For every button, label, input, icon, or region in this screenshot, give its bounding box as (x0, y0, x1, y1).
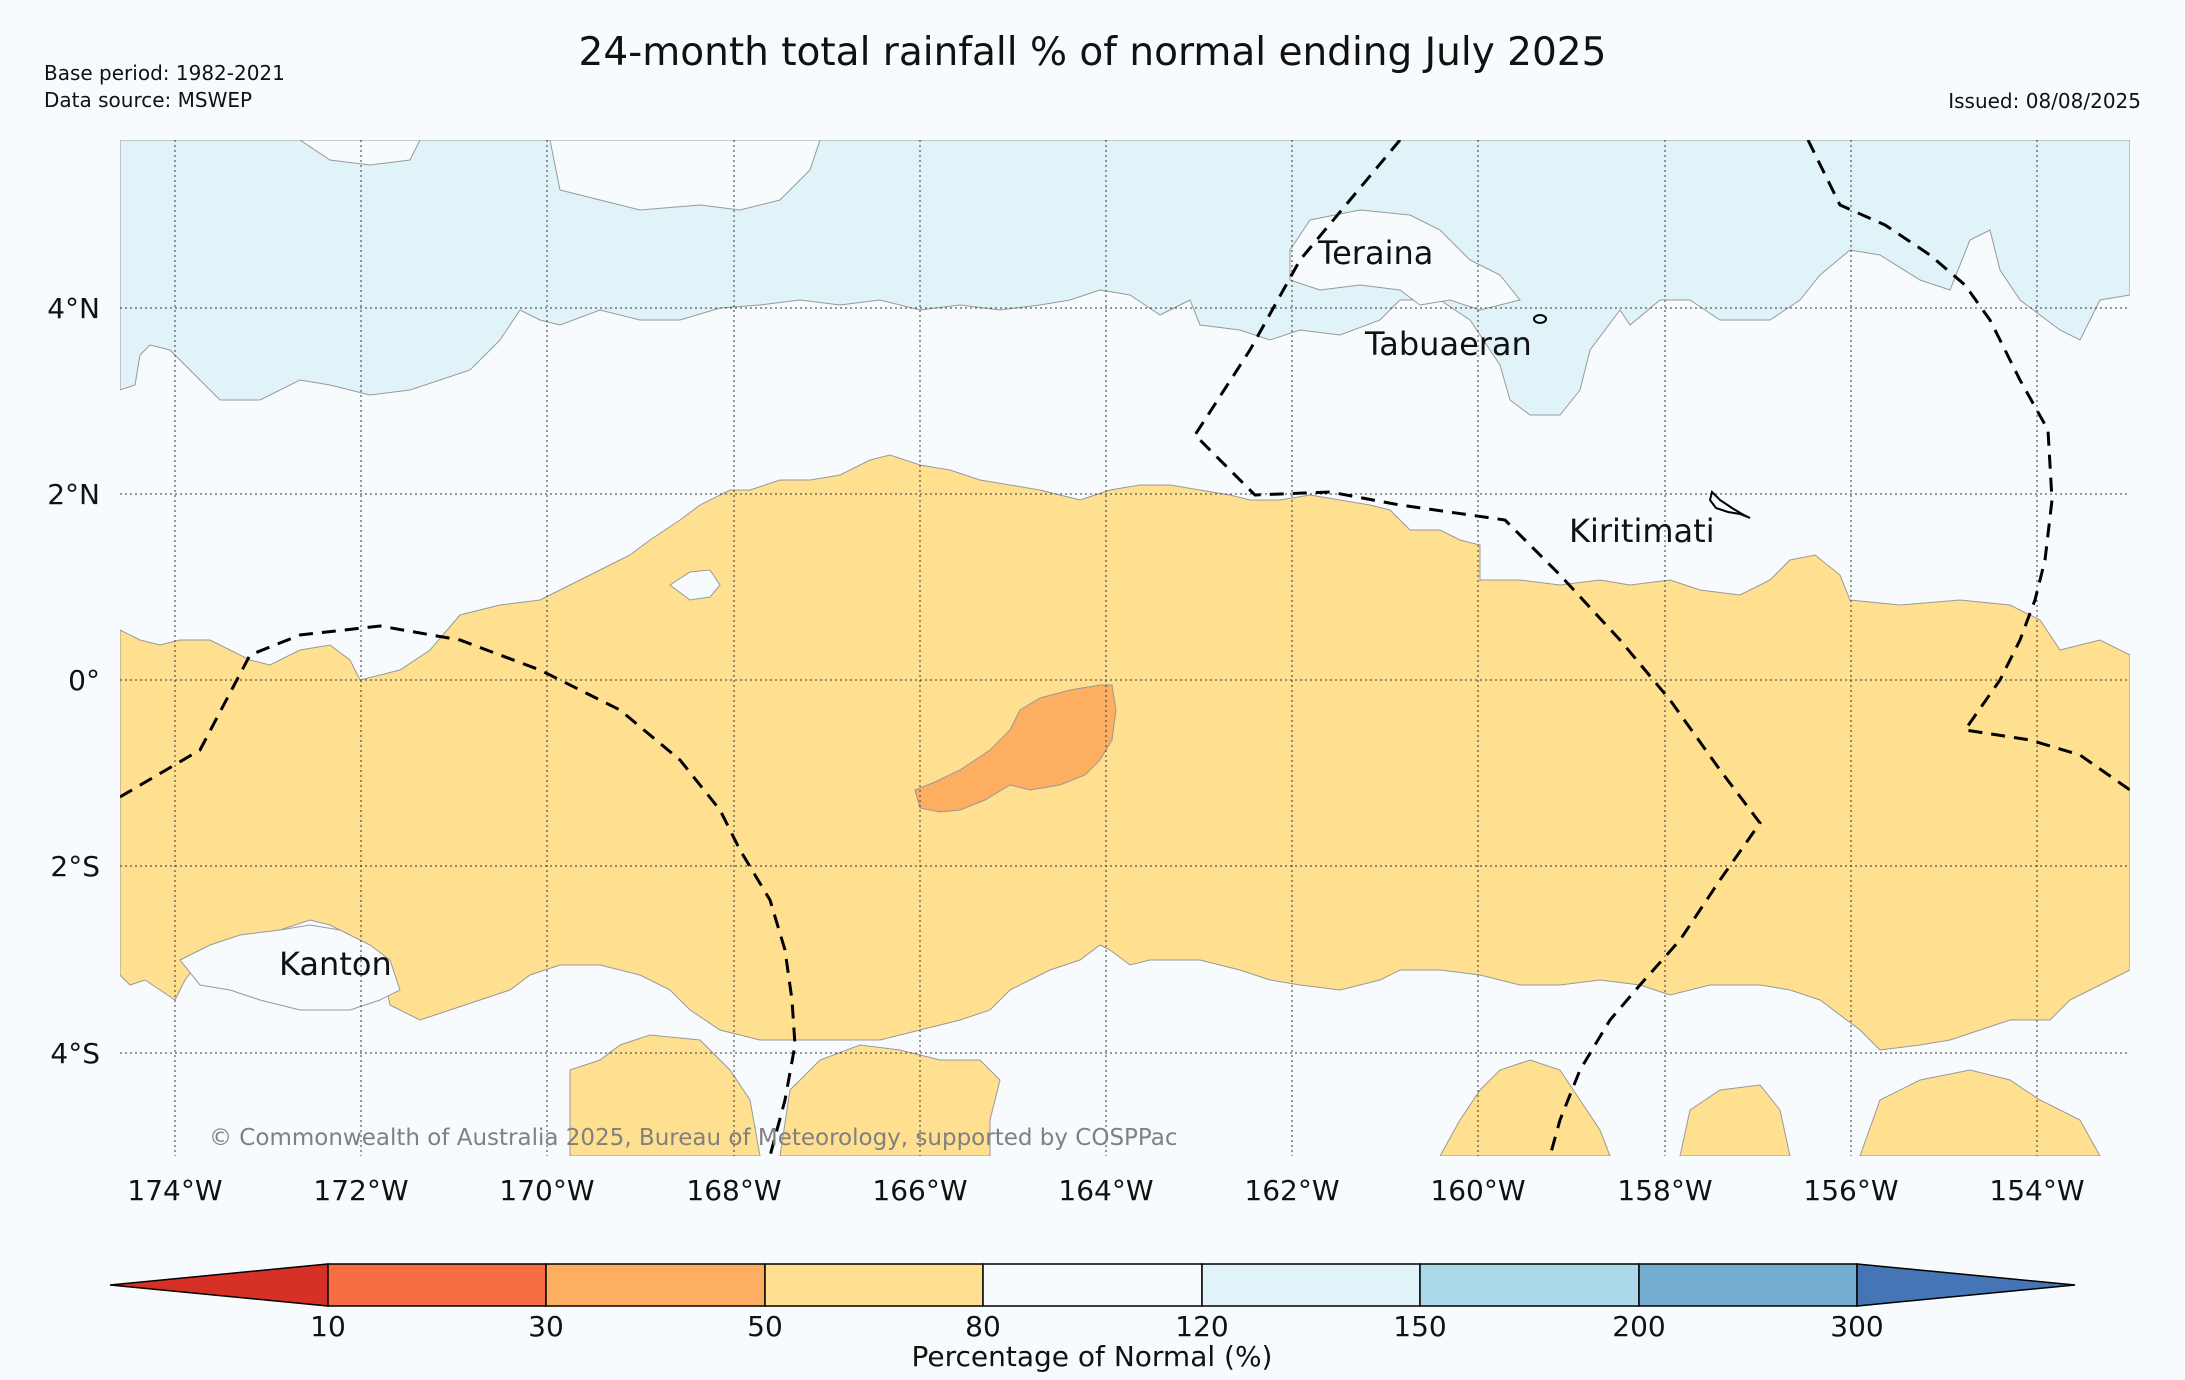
lat-label: 2°S (50, 850, 100, 883)
place-kanton: Kanton (279, 945, 392, 983)
map-title: 24-month total rainfall % of normal endi… (578, 30, 1607, 75)
lat-label: 0° (68, 664, 100, 697)
lon-label: 174°W (127, 1174, 222, 1207)
dry-south-3 (1439, 1059, 1611, 1156)
graticule (120, 140, 2130, 1156)
lon-label: 170°W (499, 1174, 594, 1207)
colorbar-tick: 300 (1830, 1310, 1883, 1343)
colorbar-tick: 200 (1612, 1310, 1665, 1343)
wet-region (120, 140, 2130, 416)
place-tabuaeran: Tabuaeran (1364, 325, 1532, 363)
colorbar-extend-low (109, 1263, 329, 1307)
data-source: Data source: MSWEP (44, 88, 253, 112)
lon-label: 154°W (1989, 1174, 2084, 1207)
clear-hole-1 (669, 569, 721, 601)
colorbar-segment (1638, 1263, 1858, 1307)
lon-label: 160°W (1430, 1174, 1525, 1207)
tabuaeran-island (1533, 314, 1547, 324)
lat-label: 4°S (50, 1037, 100, 1070)
colorbar-tick: 80 (965, 1310, 1001, 1343)
colorbar-segment (1201, 1263, 1421, 1307)
lat-axis: 4°N 2°N 0° 2°S 4°S (47, 292, 100, 1070)
lon-label: 172°W (313, 1174, 408, 1207)
lon-label: 158°W (1617, 1174, 1712, 1207)
issued-date: Issued: 08/08/2025 (1948, 89, 2141, 113)
colorbar-segment (545, 1263, 766, 1307)
colorbar-tick: 150 (1393, 1310, 1446, 1343)
dry-region (120, 454, 2130, 1051)
map-field: Teraina Tabuaeran Kiritimati Kanton © Co… (120, 140, 2130, 1156)
lon-label: 162°W (1244, 1174, 1339, 1207)
very-dry-region (914, 684, 1117, 813)
lon-label: 168°W (686, 1174, 781, 1207)
lat-label: 2°N (47, 478, 100, 511)
lon-label: 164°W (1058, 1174, 1153, 1207)
colorbar-segment (327, 1263, 547, 1307)
colorbar: 10 30 50 80 120 150 200 300 Percentage o… (109, 1263, 2076, 1373)
lon-label: 156°W (1803, 1174, 1898, 1207)
colorbar-tick: 50 (747, 1310, 783, 1343)
eez-boundaries (120, 140, 2130, 1156)
base-period: Base period: 1982-2021 (44, 61, 285, 85)
kiritimati-island (1708, 490, 1751, 519)
copyright-text: © Commonwealth of Australia 2025, Bureau… (209, 1125, 1178, 1151)
teraina-clear (1289, 209, 1521, 311)
colorbar-segment (764, 1263, 984, 1307)
north-clear-2 (299, 140, 421, 166)
lat-label: 4°N (47, 292, 100, 325)
dry-south-4 (1679, 1084, 1791, 1156)
dry-south-2 (779, 1044, 1001, 1156)
dry-south-5 (1859, 1069, 2101, 1156)
place-teraina: Teraina (1317, 234, 1433, 272)
place-kiritimati: Kiritimati (1569, 512, 1715, 550)
meta-left: Base period: 1982-2021 Data source: MSWE… (44, 60, 285, 114)
lon-label: 166°W (872, 1174, 967, 1207)
north-clear (549, 140, 821, 211)
colorbar-title: Percentage of Normal (%) (912, 1340, 1273, 1373)
colorbar-tick: 10 (310, 1310, 346, 1343)
colorbar-segment (982, 1263, 1203, 1307)
clear-hole-kanton (179, 924, 401, 1011)
colorbar-tick: 120 (1175, 1310, 1228, 1343)
colorbar-tick: 30 (528, 1310, 564, 1343)
colorbar-segment (1419, 1263, 1640, 1307)
colorbar-extend-high (1856, 1263, 2076, 1307)
lon-axis: 174°W 172°W 170°W 168°W 166°W 164°W 162°… (127, 1174, 2084, 1207)
